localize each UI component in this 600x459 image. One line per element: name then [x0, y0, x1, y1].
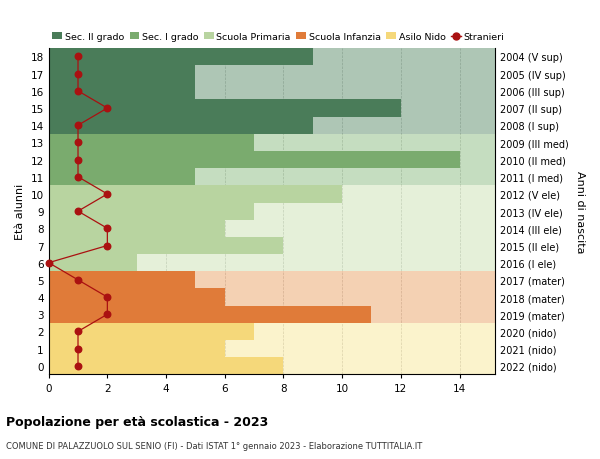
Bar: [49, 255, 137, 272]
Bar: [49, 289, 225, 306]
Bar: [49, 118, 495, 134]
Point: [73, 122, 83, 129]
Point: [73, 174, 83, 181]
Bar: [49, 49, 313, 66]
Bar: [49, 358, 495, 375]
Bar: [49, 220, 495, 237]
Y-axis label: Anni di nascita: Anni di nascita: [575, 170, 585, 253]
Bar: [49, 203, 495, 220]
Y-axis label: Età alunni: Età alunni: [15, 184, 25, 240]
Bar: [49, 358, 283, 375]
Point: [103, 105, 112, 112]
Bar: [49, 169, 196, 186]
Point: [103, 294, 112, 301]
Bar: [49, 237, 283, 255]
Bar: [49, 340, 225, 358]
Point: [73, 157, 83, 164]
Bar: [49, 323, 495, 340]
Point: [103, 311, 112, 318]
Point: [73, 71, 83, 78]
Bar: [49, 340, 495, 358]
Bar: [49, 49, 495, 66]
Point: [73, 208, 83, 215]
Point: [73, 88, 83, 95]
Text: COMUNE DI PALAZZUOLO SUL SENIO (FI) - Dati ISTAT 1° gennaio 2023 - Elaborazione : COMUNE DI PALAZZUOLO SUL SENIO (FI) - Da…: [6, 441, 422, 450]
Bar: [49, 323, 254, 340]
Bar: [49, 151, 460, 169]
Bar: [49, 134, 495, 151]
Bar: [49, 66, 495, 83]
Bar: [49, 220, 225, 237]
Legend: Sec. II grado, Sec. I grado, Scuola Primaria, Scuola Infanzia, Asilo Nido, Stran: Sec. II grado, Sec. I grado, Scuola Prim…: [49, 29, 508, 45]
Text: Popolazione per età scolastica - 2023: Popolazione per età scolastica - 2023: [6, 415, 268, 428]
Bar: [49, 83, 196, 100]
Point: [73, 140, 83, 147]
Point: [73, 345, 83, 353]
Bar: [49, 118, 313, 134]
Bar: [49, 100, 401, 118]
Point: [103, 242, 112, 250]
Bar: [49, 134, 254, 151]
Point: [44, 259, 53, 267]
Bar: [49, 186, 342, 203]
Point: [103, 191, 112, 198]
Bar: [49, 100, 495, 118]
Point: [73, 328, 83, 336]
Bar: [49, 186, 495, 203]
Point: [73, 54, 83, 61]
Bar: [49, 272, 495, 289]
Bar: [49, 272, 196, 289]
Bar: [49, 203, 254, 220]
Bar: [49, 83, 495, 100]
Bar: [49, 237, 495, 255]
Bar: [49, 306, 371, 323]
Point: [73, 362, 83, 369]
Bar: [49, 66, 196, 83]
Bar: [49, 289, 495, 306]
Point: [103, 225, 112, 233]
Point: [73, 277, 83, 284]
Bar: [49, 255, 495, 272]
Bar: [49, 306, 495, 323]
Bar: [49, 151, 495, 169]
Bar: [49, 169, 495, 186]
